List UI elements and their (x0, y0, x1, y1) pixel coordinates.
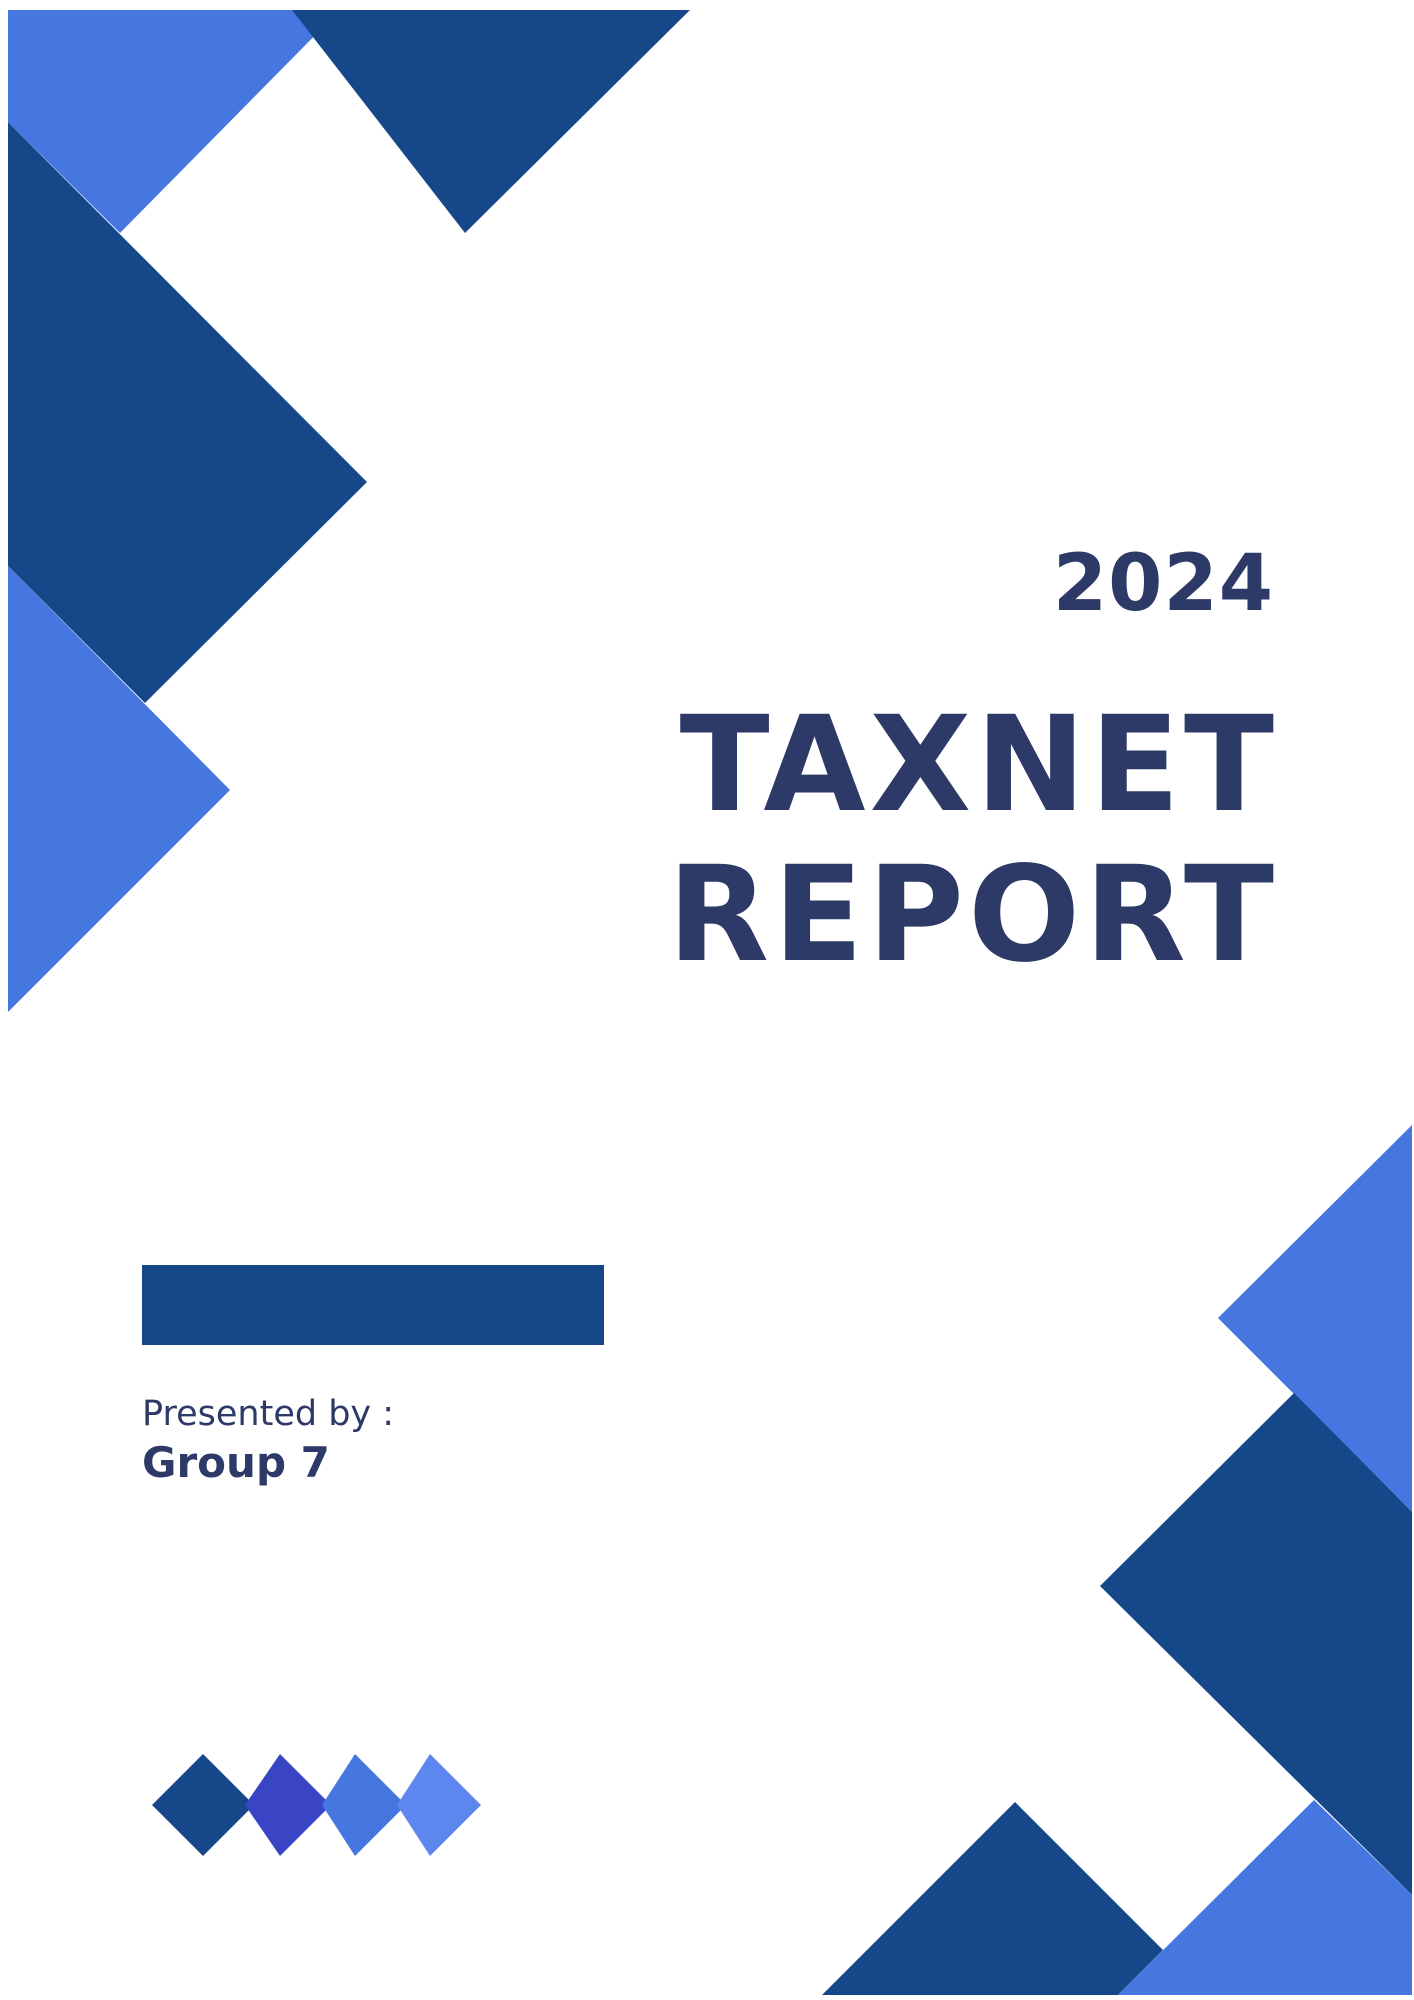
top-left-light-triangle (8, 10, 340, 233)
bottom-dark-triangle (822, 1802, 1163, 1995)
report-title: TAXNET REPORT (667, 690, 1278, 990)
right-dark-triangle (1100, 1393, 1412, 1895)
left-dark-triangle (8, 122, 367, 703)
title-line-1: TAXNET (679, 688, 1278, 842)
diamond-icon-2 (245, 1754, 331, 1856)
diamond-icon-4 (397, 1754, 481, 1856)
right-light-triangle (1218, 1125, 1412, 1512)
report-year: 2024 (1052, 539, 1274, 629)
top-left-dark-triangle (292, 10, 690, 233)
diamond-icon-1 (152, 1754, 254, 1856)
presenter-name: Group 7 (142, 1438, 330, 1487)
accent-bar (142, 1265, 604, 1345)
presented-by-label: Presented by : (142, 1394, 395, 1434)
left-light-triangle (8, 566, 230, 1012)
title-line-2: REPORT (667, 838, 1278, 992)
bottom-right-light-triangle (1118, 1800, 1412, 1995)
diamond-icon-3 (322, 1754, 406, 1856)
